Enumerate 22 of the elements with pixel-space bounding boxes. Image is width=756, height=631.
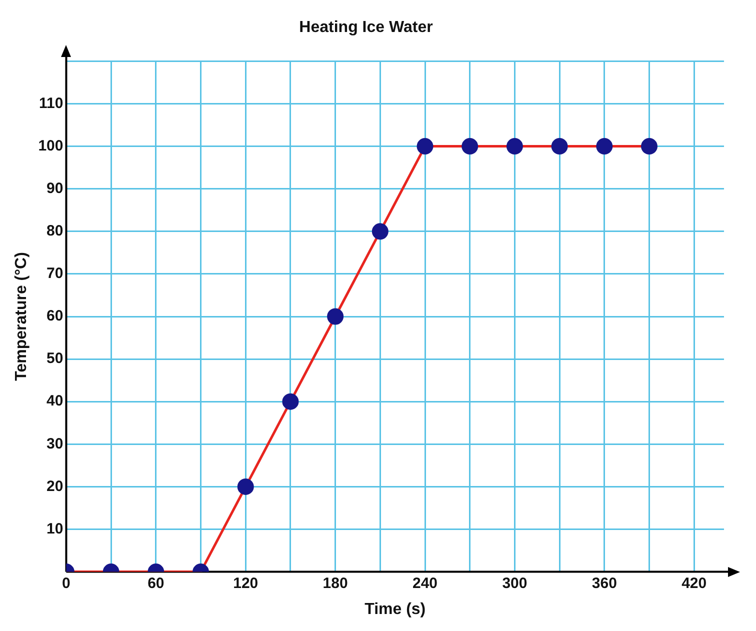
- x-tick-label: 360: [592, 574, 617, 592]
- y-tick-label: 40: [46, 392, 64, 410]
- x-tick-label: 300: [502, 574, 528, 592]
- y-tick-label: 70: [46, 265, 64, 282]
- y-tick-label: 90: [46, 180, 64, 197]
- y-tick-label: 110: [39, 94, 64, 112]
- x-tick-label: 60: [148, 574, 164, 592]
- x-tick-label: 0: [62, 574, 70, 592]
- y-axis-title: Temperature (°C): [13, 252, 30, 381]
- y-tick-label: 30: [46, 435, 64, 452]
- x-tick-label: 120: [233, 574, 258, 592]
- y-tick-label: 100: [38, 137, 64, 154]
- x-tick-label: 420: [682, 574, 707, 592]
- x-axis-title: Time (s): [364, 600, 426, 618]
- y-tick-label: 10: [46, 520, 64, 538]
- x-tick-label: 240: [412, 574, 438, 592]
- y-tick-label: 80: [46, 222, 64, 240]
- y-tick-label: 50: [46, 350, 64, 368]
- x-tick-label: 180: [322, 574, 348, 592]
- y-tick-label: 60: [46, 308, 64, 325]
- chart-title: Heating Ice Water: [299, 19, 433, 36]
- y-tick-label: 20: [46, 478, 64, 495]
